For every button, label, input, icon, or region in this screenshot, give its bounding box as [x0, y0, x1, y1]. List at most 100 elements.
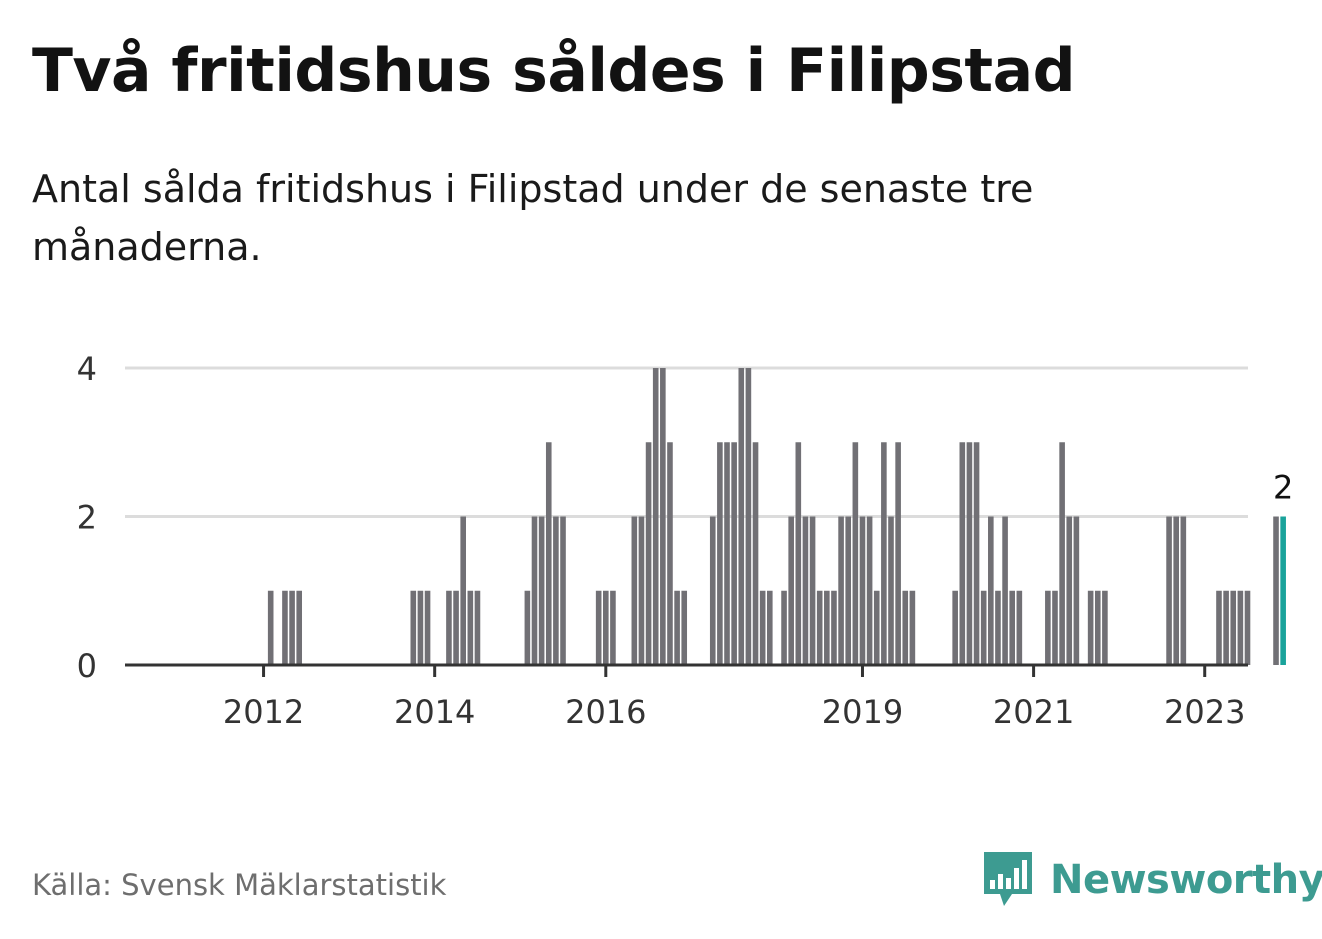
bar	[709, 516, 716, 665]
bar	[966, 442, 973, 665]
bar	[531, 516, 538, 665]
bar	[1237, 590, 1244, 665]
bar	[474, 590, 481, 665]
x-tick-label: 2016	[565, 693, 646, 731]
bar	[1087, 590, 1094, 665]
x-tick-label: 2021	[993, 693, 1074, 731]
chart-title: Två fritidshus såldes i Filipstad	[32, 36, 1076, 106]
bar	[788, 516, 794, 665]
bar	[267, 590, 274, 665]
bar	[681, 590, 688, 665]
bar	[809, 516, 816, 665]
bar	[831, 590, 837, 665]
bar	[873, 590, 880, 665]
bar	[1002, 516, 1008, 665]
bar	[1273, 516, 1279, 665]
bar	[795, 442, 802, 665]
bar	[1166, 516, 1172, 665]
bar	[952, 590, 958, 665]
bar	[638, 516, 645, 665]
bar	[538, 516, 545, 665]
bar	[674, 590, 680, 665]
bar	[667, 442, 673, 665]
brand-name: Newsworthy	[1050, 857, 1322, 903]
bar	[745, 368, 752, 665]
x-tick-label: 2014	[394, 693, 475, 731]
bar	[1230, 590, 1237, 665]
bar	[1173, 516, 1179, 665]
bar	[652, 368, 659, 665]
bar	[446, 590, 452, 665]
bar	[603, 590, 609, 665]
bar	[1066, 516, 1073, 665]
bar	[560, 516, 566, 665]
bar	[424, 590, 431, 665]
y-tick-label: 0	[77, 647, 97, 685]
bar	[1052, 590, 1058, 665]
x-tick-label: 2019	[822, 693, 903, 731]
bar	[895, 442, 901, 665]
bar	[296, 590, 303, 665]
bar	[1244, 590, 1251, 665]
bar	[417, 590, 424, 665]
bar	[959, 442, 966, 665]
bar	[902, 590, 909, 665]
bar	[1059, 442, 1065, 665]
bar	[909, 590, 916, 665]
bar	[610, 590, 616, 665]
bar	[802, 516, 809, 665]
bar	[759, 590, 766, 665]
bar	[781, 590, 787, 665]
bar	[731, 442, 737, 665]
bar	[1009, 590, 1016, 665]
bar	[453, 590, 459, 665]
bar	[717, 442, 723, 665]
x-tick-label: 2012	[223, 693, 304, 731]
bar	[282, 590, 288, 665]
bar	[816, 590, 823, 665]
bar	[881, 442, 887, 665]
bar	[1045, 590, 1051, 665]
bar	[766, 590, 773, 665]
bar	[852, 442, 859, 665]
bar	[1016, 590, 1023, 665]
bar	[1073, 516, 1080, 665]
bar	[738, 368, 745, 665]
bar	[1180, 516, 1187, 665]
y-tick-label: 4	[77, 350, 97, 388]
bar	[645, 442, 652, 665]
bar	[524, 590, 531, 665]
bar	[838, 516, 844, 665]
bar	[1094, 590, 1101, 665]
bar	[859, 516, 866, 665]
bar	[988, 516, 994, 665]
bar	[845, 516, 852, 665]
bar	[467, 590, 474, 665]
bar-latest	[1280, 516, 1286, 665]
bar	[1102, 590, 1108, 665]
brand-logo: Newsworthy	[982, 850, 1322, 910]
bar	[460, 516, 466, 665]
bar	[660, 368, 666, 665]
bar	[824, 590, 830, 665]
bar	[724, 442, 730, 665]
bar	[980, 590, 987, 665]
bar	[1223, 590, 1229, 665]
bar	[866, 516, 873, 665]
chart-subtitle: Antal sålda fritidshus i Filipstad under…	[32, 167, 1034, 269]
bar	[1216, 590, 1222, 665]
x-tick-label: 2023	[1164, 693, 1245, 731]
bar	[973, 442, 980, 665]
bar	[995, 590, 1001, 665]
newsworthy-logo-icon	[984, 852, 1032, 906]
bar	[553, 516, 559, 665]
bar	[545, 442, 552, 665]
bar	[595, 590, 602, 665]
bar	[410, 590, 417, 665]
bar	[631, 516, 638, 665]
latest-value-label: 2	[1273, 469, 1293, 507]
y-tick-label: 2	[77, 499, 97, 537]
bar	[289, 590, 295, 665]
bar	[752, 442, 759, 665]
